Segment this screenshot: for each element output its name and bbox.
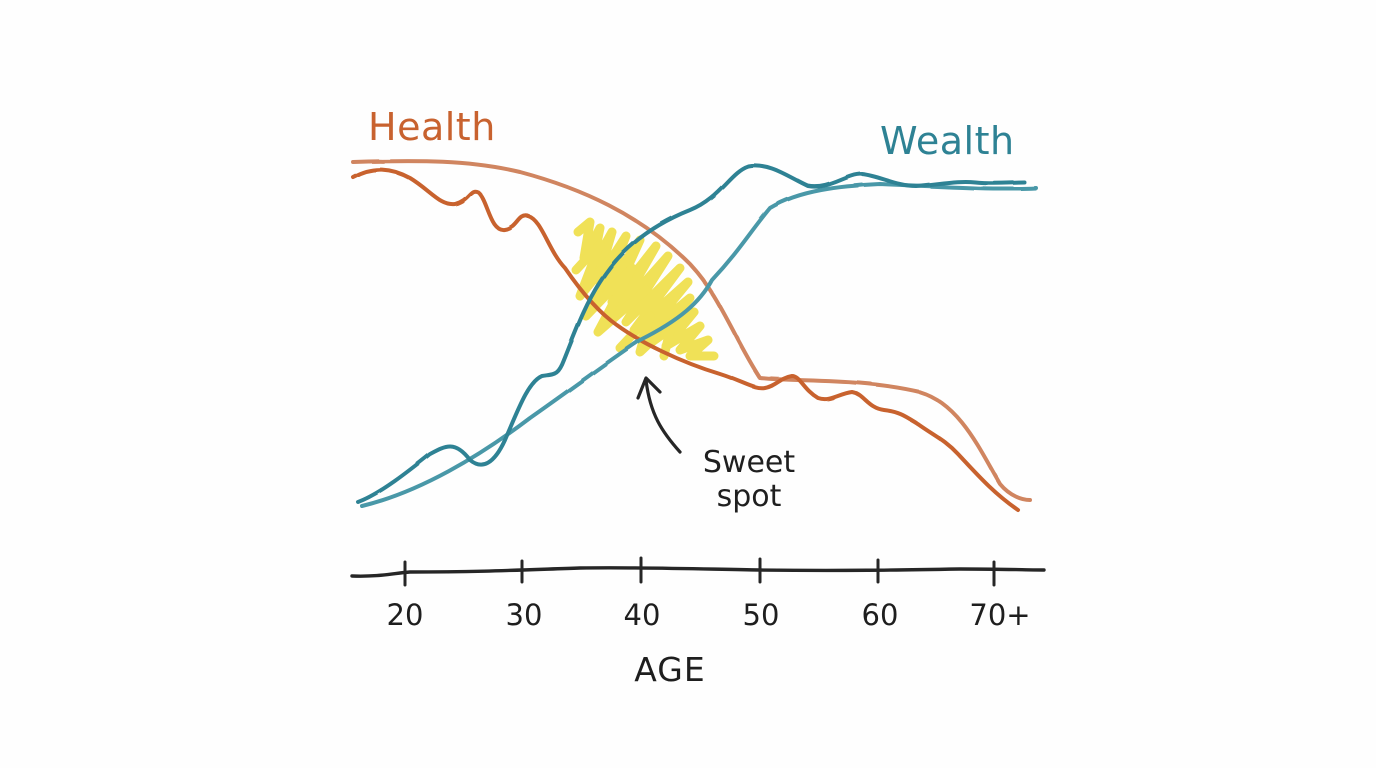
x-tick-label-60: 60 (861, 598, 899, 632)
wealth-actual-line (356, 163, 1026, 504)
wealth-trend-line (360, 181, 1038, 508)
x-tick-label-20: 20 (386, 598, 424, 632)
arrow-icon (636, 376, 682, 454)
x-axis-line (350, 566, 1046, 578)
x-tick-label-30: 30 (505, 598, 543, 632)
wealth-series-label: Wealth (880, 119, 1015, 163)
annotation-line-1: Sweet (702, 445, 796, 480)
health-series-label: Health (368, 105, 496, 149)
x-tick-label-40: 40 (623, 598, 661, 632)
sweet-spot-annotation: Sweet spot (694, 446, 804, 514)
health-trend-line (351, 159, 1032, 502)
x-axis-title: AGE (634, 650, 706, 689)
x-axis-ticks (403, 556, 996, 587)
x-tick-label-70-plus: 70+ (969, 598, 1031, 632)
annotation-line-2: spot (716, 479, 782, 514)
x-tick-label-50: 50 (742, 598, 780, 632)
health-actual-line (351, 167, 1020, 512)
